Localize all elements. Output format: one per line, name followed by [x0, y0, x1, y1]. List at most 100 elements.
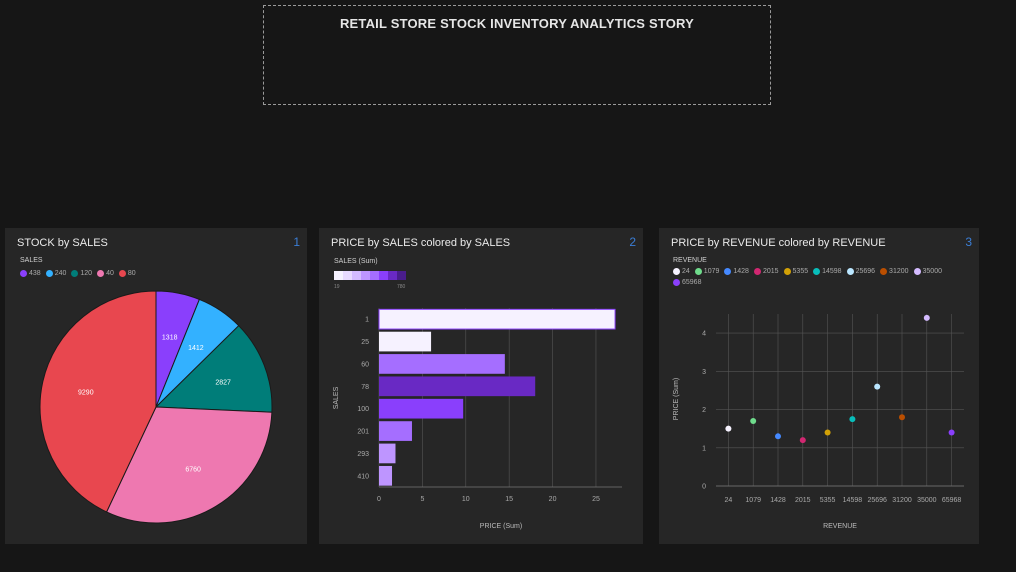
- pie-slice-label: 2827: [215, 379, 231, 386]
- legend-title: REVENUE: [673, 257, 707, 264]
- bar: [379, 398, 464, 419]
- legend-label: 80: [127, 270, 136, 277]
- scatter-point: [874, 383, 881, 390]
- story-title-box[interactable]: RETAIL STORE STOCK INVENTORY ANALYTICS S…: [263, 5, 771, 105]
- x-tick-label: 1079: [745, 497, 761, 504]
- gradient-swatch: [397, 271, 406, 280]
- scatter-point: [923, 314, 930, 321]
- y-tick-label: 2: [702, 407, 706, 414]
- gradient-swatch: [379, 271, 388, 280]
- card-number: 1: [293, 235, 300, 249]
- legend-label: 40: [106, 270, 114, 277]
- gradient-swatch: [370, 271, 379, 280]
- y-tick-label: 0: [702, 484, 706, 491]
- legend-title: SALES (Sum): [334, 258, 378, 265]
- y-tick-label: 1: [702, 445, 706, 452]
- bar: [379, 465, 393, 486]
- y-tick-label: 4: [702, 331, 706, 338]
- legend-dot: [20, 270, 27, 277]
- legend-label: 14598: [822, 268, 842, 275]
- scatter-point: [799, 437, 806, 444]
- legend-dot: [694, 268, 702, 275]
- scatter-point: [750, 418, 757, 425]
- legend-item[interactable]: 438: [20, 270, 41, 277]
- gradient-swatch: [352, 271, 361, 280]
- y-tick-label: 293: [357, 451, 369, 458]
- card-number: 3: [965, 235, 972, 249]
- x-tick-label: 2015: [795, 497, 811, 504]
- legend-item[interactable]: 40: [97, 270, 114, 277]
- legend-label: 65968: [682, 279, 702, 286]
- x-tick-label: 1428: [770, 497, 786, 504]
- legend-label: 5355: [792, 268, 809, 275]
- card-stock-by-sales[interactable]: STOCK by SALES 1 SALES 438 240 120 40 80 131…: [5, 228, 307, 544]
- gradient-swatch: [361, 271, 370, 280]
- legend-item[interactable]: 120: [71, 270, 92, 277]
- x-axis-title: PRICE (Sum): [480, 523, 522, 530]
- legend-item[interactable]: 35000: [913, 268, 942, 275]
- gradient-legend: [334, 271, 406, 280]
- x-tick-label: 15: [505, 496, 513, 503]
- scatter-point: [775, 433, 781, 440]
- card-number: 2: [629, 235, 636, 249]
- scatter-point: [849, 416, 856, 423]
- bar: [379, 354, 505, 374]
- gradient-swatch: [343, 271, 352, 280]
- gradient-min: 19: [334, 284, 340, 290]
- y-tick-label: 410: [357, 473, 369, 480]
- legend-label: 438: [29, 270, 41, 277]
- legend-item[interactable]: 2015: [753, 268, 779, 275]
- x-tick-label: 35000: [917, 497, 937, 504]
- card-title: STOCK by SALES: [17, 237, 108, 249]
- legend-dot: [783, 268, 791, 275]
- y-axis-title: PRICE (Sum): [673, 378, 680, 420]
- legend-label: 1428: [733, 268, 749, 275]
- scatter-point: [725, 425, 732, 432]
- legend-dot: [880, 268, 888, 275]
- y-tick-label: 100: [357, 406, 369, 413]
- legend-dot: [118, 270, 126, 277]
- pie-legend: 438 240 120 40 80: [20, 270, 300, 281]
- legend-item[interactable]: 5355: [783, 268, 809, 275]
- card-price-by-revenue[interactable]: PRICE by REVENUE colored by REVENUE 3 RE…: [659, 228, 979, 544]
- legend-label: 35000: [922, 268, 942, 275]
- y-axis-title: SALES: [333, 386, 340, 409]
- legend-dot: [673, 268, 680, 275]
- legend-label: 24: [682, 268, 690, 275]
- pie-slice-label: 6760: [185, 467, 201, 474]
- x-axis-title: REVENUE: [823, 523, 857, 530]
- legend-label: 1079: [703, 268, 720, 275]
- pie-slice-label: 9290: [78, 389, 94, 396]
- x-tick-label: 5: [420, 496, 424, 503]
- x-tick-label: 25696: [867, 497, 887, 504]
- legend-item[interactable]: 1428: [724, 268, 749, 275]
- y-tick-label: 201: [357, 429, 369, 436]
- x-tick-label: 20: [549, 496, 557, 503]
- legend-item[interactable]: 24: [673, 268, 690, 275]
- x-tick-label: 5355: [820, 497, 836, 504]
- legend-item[interactable]: 80: [118, 270, 136, 277]
- bar: [379, 443, 396, 464]
- legend-dot: [753, 268, 761, 275]
- legend-dot: [913, 268, 921, 275]
- scatter-point: [948, 429, 955, 436]
- pie-slice-label: 1318: [162, 334, 178, 341]
- y-tick-label: 78: [361, 384, 369, 391]
- x-tick-label: 25: [592, 496, 600, 503]
- legend-item[interactable]: 65968: [673, 279, 701, 286]
- legend-dot: [724, 268, 732, 275]
- legend-item[interactable]: 240: [45, 270, 66, 277]
- x-tick-label: 31200: [892, 497, 912, 504]
- pie-slice-label: 1412: [188, 345, 204, 352]
- legend-label: 31200: [889, 268, 909, 275]
- legend-label: 25696: [855, 268, 876, 275]
- legend-item[interactable]: 1079: [694, 268, 720, 275]
- gradient-max: 780: [397, 284, 406, 290]
- legend-item[interactable]: 14598: [813, 268, 842, 275]
- card-price-by-sales[interactable]: PRICE by SALES colored by SALES 2 SALES …: [319, 228, 643, 544]
- legend-item[interactable]: 25696: [846, 268, 876, 275]
- legend-item[interactable]: 31200: [880, 268, 909, 275]
- scatter-point: [824, 429, 831, 436]
- legend-dot: [673, 279, 680, 286]
- scatter-chart: 0 1 2 3 4 24 1079 1428 2015 5355 14598 25696 31200 35…: [673, 314, 964, 530]
